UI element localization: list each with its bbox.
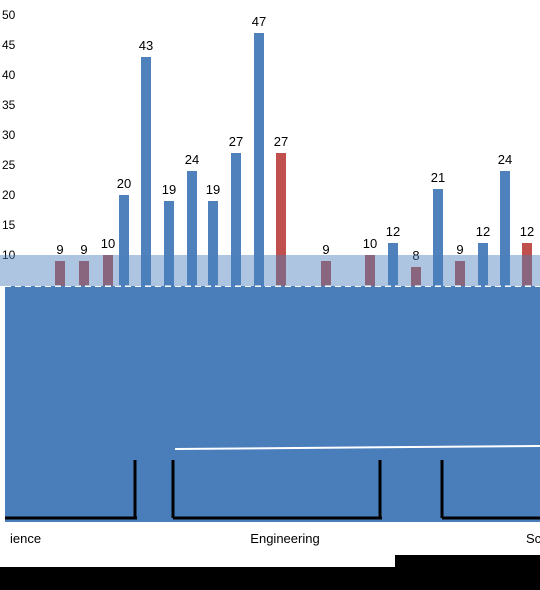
y-tick-label: 50	[2, 8, 16, 22]
bar-data-label: 10	[363, 236, 377, 251]
bar-data-label: 27	[274, 134, 288, 149]
bar-data-label: 12	[476, 224, 490, 239]
bar	[500, 171, 510, 290]
bar	[79, 261, 89, 290]
bar	[411, 267, 421, 290]
y-tick-label: 35	[2, 98, 16, 112]
bar-data-label: 9	[56, 242, 63, 257]
category-band	[0, 255, 540, 522]
bar-data-label: 12	[520, 224, 534, 239]
group-label: ience	[10, 531, 41, 546]
bar	[276, 153, 286, 290]
y-tick-label: 45	[2, 38, 16, 52]
bar-data-label: 20	[117, 176, 131, 191]
bar	[522, 243, 532, 290]
y-tick-label: 25	[2, 158, 16, 172]
bar	[433, 189, 443, 290]
bar	[141, 57, 151, 290]
y-tick-label: 40	[2, 68, 16, 82]
y-tick-label: 10	[2, 248, 16, 262]
bar-data-label: 24	[185, 152, 199, 167]
bar-data-label: 9	[456, 242, 463, 257]
bar-data-label: 9	[322, 242, 329, 257]
data-labels: 9 9 10 20 43 19 24 19 27 47 27 9 10 12 8 21 9 12 24 12	[56, 14, 534, 263]
bar	[103, 255, 113, 290]
bar-data-label: 12	[386, 224, 400, 239]
bar	[231, 153, 241, 290]
bar-data-label: 19	[162, 182, 176, 197]
bar-data-label: 10	[101, 236, 115, 251]
axis-noise-strip	[0, 255, 540, 286]
bar-data-label: 27	[229, 134, 243, 149]
group-label: Engineering	[250, 531, 319, 546]
group-labels: ience Engineering Sc	[10, 531, 540, 546]
bar	[164, 201, 174, 290]
band-divider	[174, 445, 540, 450]
category-band-fill	[5, 286, 540, 522]
bar-data-label: 8	[412, 248, 419, 263]
y-tick-label: 20	[2, 188, 16, 202]
y-axis: 10 15 20 25 30 35 40 45 50	[2, 8, 16, 262]
bar	[365, 255, 375, 290]
bar	[388, 243, 398, 290]
y-tick-label: 30	[2, 128, 16, 142]
bar	[208, 201, 218, 290]
group-label: Sc	[526, 531, 540, 546]
bar	[187, 171, 197, 290]
bar	[455, 261, 465, 290]
bar-series	[55, 33, 532, 290]
bar-data-label: 9	[80, 242, 87, 257]
bar	[321, 261, 331, 290]
bar	[478, 243, 488, 290]
y-tick-label: 15	[2, 218, 16, 232]
bar-data-label: 47	[252, 14, 266, 29]
bar-data-label: 24	[498, 152, 512, 167]
bar	[254, 33, 264, 290]
bar-data-label: 43	[139, 38, 153, 53]
bar	[119, 195, 129, 290]
bar-data-label: 19	[206, 182, 220, 197]
bottom-bar-notch	[0, 555, 395, 567]
bar-data-label: 21	[431, 170, 445, 185]
bar	[55, 261, 65, 290]
